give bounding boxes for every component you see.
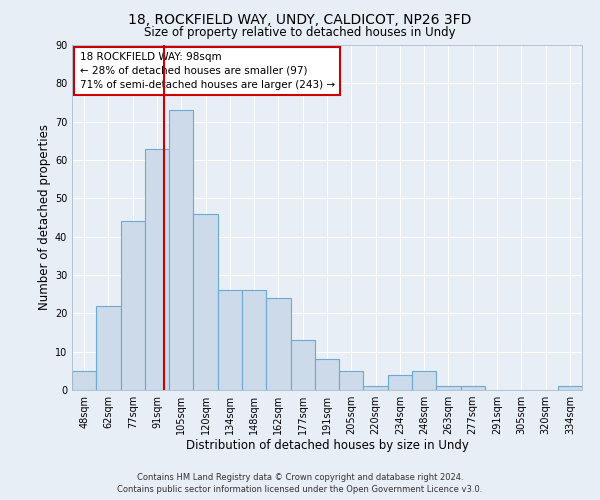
Text: 18, ROCKFIELD WAY, UNDY, CALDICOT, NP26 3FD: 18, ROCKFIELD WAY, UNDY, CALDICOT, NP26 … [128,12,472,26]
X-axis label: Distribution of detached houses by size in Undy: Distribution of detached houses by size … [185,438,469,452]
Bar [364,386,388,390]
Bar [315,360,339,390]
Bar [169,110,193,390]
Bar [72,371,96,390]
Text: Contains HM Land Registry data © Crown copyright and database right 2024.
Contai: Contains HM Land Registry data © Crown c… [118,473,482,494]
Y-axis label: Number of detached properties: Number of detached properties [38,124,50,310]
Text: Size of property relative to detached houses in Undy: Size of property relative to detached ho… [144,26,456,39]
Bar [193,214,218,390]
Text: 18 ROCKFIELD WAY: 98sqm
← 28% of detached houses are smaller (97)
71% of semi-de: 18 ROCKFIELD WAY: 98sqm ← 28% of detache… [80,52,335,90]
Bar [339,371,364,390]
Bar [558,386,582,390]
Bar [218,290,242,390]
Bar [96,306,121,390]
Bar [290,340,315,390]
Bar [412,371,436,390]
Bar [145,148,169,390]
Bar [266,298,290,390]
Bar [436,386,461,390]
Bar [242,290,266,390]
Bar [461,386,485,390]
Bar [121,222,145,390]
Bar [388,374,412,390]
